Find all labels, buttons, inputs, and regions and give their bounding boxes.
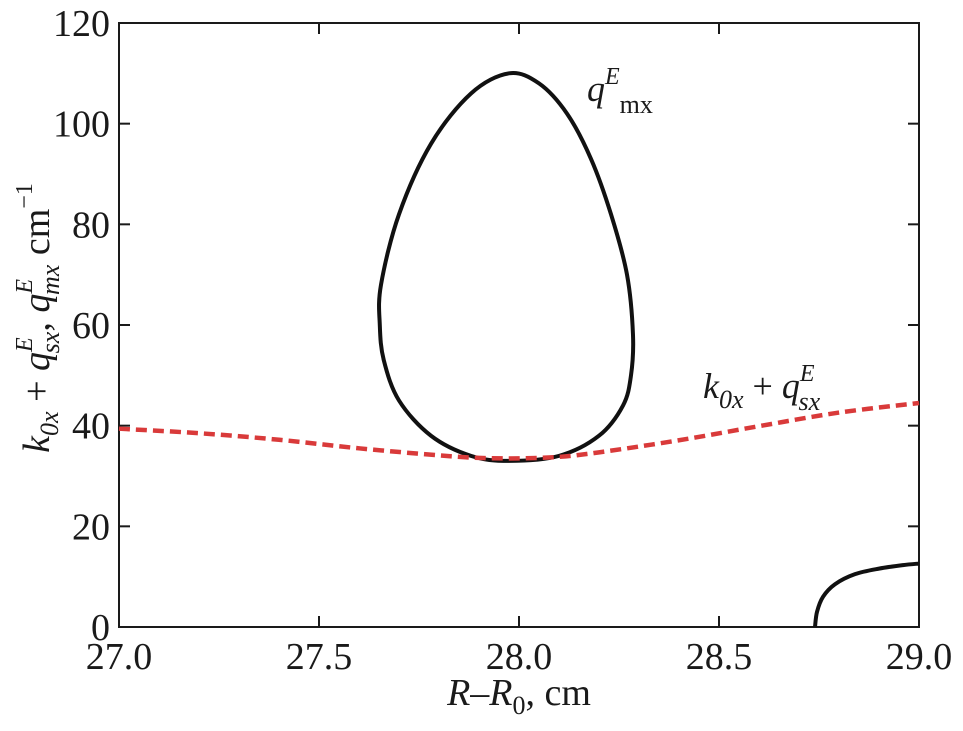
x-axis-title-unit: , cm [526, 672, 591, 714]
tick-labels: 27.0 27.5 28.0 28.5 29.0 0 20 40 60 80 100 120 [53, 3, 952, 678]
y-tick-label: 100 [53, 104, 110, 146]
y-axis-title-k: k [16, 435, 58, 453]
y-axis-title: k0x + qEsx, qEmx cm−1 [12, 183, 65, 453]
y-tick-label: 80 [72, 204, 110, 246]
x-axis-title-sub: 0 [513, 691, 526, 720]
curve-k0x-plus-q-sx [118, 400, 920, 461]
curves [118, 71, 920, 628]
x-tick-label: 28.0 [486, 636, 553, 678]
x-tick-label: 27.5 [286, 636, 353, 678]
y-axis-title-comma: , [16, 313, 58, 332]
y-axis-title-plus: + [16, 371, 58, 411]
y-axis-title-unit-sup: −1 [12, 183, 38, 209]
annotation-q-mx: qEmx [587, 64, 653, 119]
annotation-q-sup: E [799, 361, 815, 387]
x-axis-title-sub-var: R [488, 672, 512, 714]
y-axis-title-q2: q [16, 294, 58, 313]
y-axis-title-k-sub: 0x [35, 411, 64, 436]
curve-q-mx-loop [377, 71, 636, 463]
y-axis-title-q1: q [16, 352, 58, 371]
annotation-q-mx-base: q [587, 69, 605, 109]
x-tick-label: 28.5 [686, 636, 753, 678]
y-tick-label: 120 [53, 3, 110, 45]
y-tick-label: 0 [91, 607, 110, 649]
y-tick-label: 40 [72, 406, 110, 448]
annotation-q-sub: sx [799, 387, 821, 416]
y-axis-title-q1-sup: E [12, 337, 38, 353]
annotation-k-plus-q-sx: k0x + qE sx [703, 361, 821, 416]
x-tick-label: 27.0 [86, 636, 153, 678]
annotation-q-mx-sup: E [604, 64, 620, 90]
annotation-plus: + [744, 366, 782, 406]
tick-marks [118, 22, 920, 628]
annotation-q: q [782, 366, 800, 406]
y-axis-title-q2-sub: mx [36, 264, 65, 295]
x-tick-label: 29.0 [886, 636, 953, 678]
x-axis-title-dash: – [469, 672, 490, 714]
annotation-k-sub: 0x [719, 385, 744, 414]
y-axis-title-q1-sub: sx [36, 331, 65, 353]
y-tick-label: 60 [72, 305, 110, 347]
curve-q-mx-lower-branch [813, 561, 920, 628]
annotation-k: k [703, 366, 720, 406]
plot-frame [118, 22, 920, 628]
annotation-q-mx-sub: mx [620, 90, 653, 119]
x-axis-title-var: R [446, 672, 470, 714]
x-axis-title: R–R0, cm [446, 672, 591, 720]
y-axis-title-q2-sup: E [12, 279, 38, 295]
y-tick-label: 20 [72, 506, 110, 548]
y-axis-title-unit: cm [16, 209, 58, 265]
